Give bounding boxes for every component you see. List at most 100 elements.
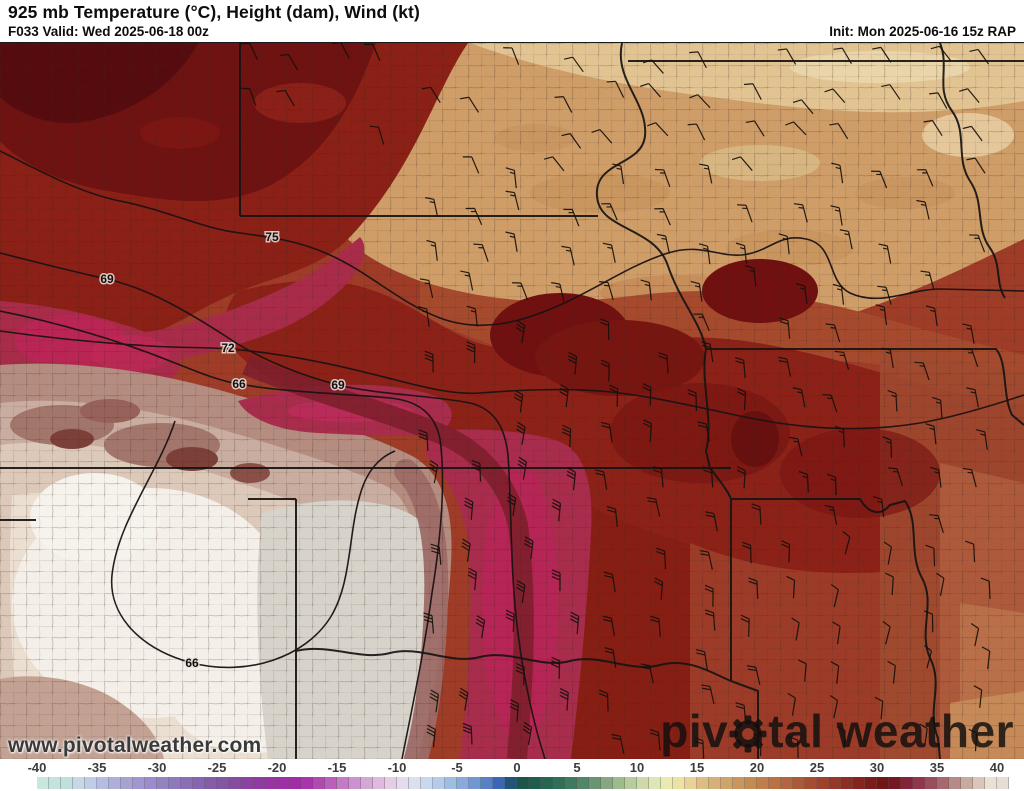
wind-barb bbox=[464, 497, 474, 520]
wind-barb bbox=[654, 208, 671, 226]
colorbar-cell bbox=[805, 777, 817, 789]
wind-barb bbox=[792, 99, 814, 115]
wind-barb bbox=[656, 233, 670, 254]
wind-barb bbox=[640, 279, 652, 301]
colorbar-cell bbox=[541, 777, 553, 789]
contour-label: 66 bbox=[185, 656, 199, 670]
wind-barb bbox=[825, 323, 841, 343]
wind-barb bbox=[603, 571, 616, 593]
wind-barb bbox=[924, 645, 933, 669]
colorbar-cell bbox=[625, 777, 637, 789]
valid-time-label: F033 Valid: Wed 2025-06-18 00z bbox=[8, 24, 209, 39]
wind-barb bbox=[827, 473, 837, 496]
wind-barb bbox=[690, 280, 703, 302]
colorbar-cell bbox=[481, 777, 493, 789]
colorbar-cell bbox=[913, 777, 925, 789]
wind-barb bbox=[461, 538, 471, 562]
colorbar-tick-label: 0 bbox=[513, 760, 521, 775]
wind-barb bbox=[735, 242, 748, 264]
wind-barb bbox=[788, 436, 803, 457]
colorbar-cell bbox=[337, 777, 349, 789]
wind-barb bbox=[822, 393, 838, 413]
colorbar-tick-label: 15 bbox=[689, 760, 705, 775]
colorbar-cell bbox=[925, 777, 937, 789]
colorbar-cell bbox=[241, 777, 253, 789]
contour-label: 69 bbox=[100, 272, 114, 286]
wind-barb bbox=[240, 43, 258, 60]
colorbar-cell bbox=[565, 777, 577, 789]
colorbar-tick-label: -30 bbox=[147, 760, 167, 775]
wind-barb bbox=[824, 88, 846, 104]
colorbar-cell bbox=[661, 777, 673, 789]
height-contours-layer bbox=[0, 150, 1024, 759]
wind-barb bbox=[882, 436, 893, 458]
colorbar-tick-label: 30 bbox=[869, 760, 885, 775]
wind-barb bbox=[962, 125, 983, 142]
wind-barb bbox=[834, 425, 845, 448]
wind-barb bbox=[829, 694, 839, 719]
wind-barb bbox=[740, 614, 750, 637]
wind-barb bbox=[559, 384, 569, 408]
colorbar-cell bbox=[73, 777, 85, 789]
wind-barb bbox=[417, 306, 430, 327]
wind-barb bbox=[887, 660, 896, 684]
colorbar-cell bbox=[517, 777, 529, 789]
wind-barb bbox=[930, 466, 942, 488]
colorbar-cell bbox=[97, 777, 109, 789]
wind-barb bbox=[466, 305, 478, 327]
wind-barb bbox=[737, 387, 747, 411]
wind-barb bbox=[600, 318, 610, 341]
wind-barb bbox=[883, 541, 892, 565]
wind-barb bbox=[981, 646, 991, 670]
wind-barb bbox=[916, 169, 934, 187]
colorbar-cell bbox=[985, 777, 997, 789]
wind-barb bbox=[702, 466, 714, 488]
wind-barb bbox=[503, 47, 520, 65]
wind-barb bbox=[832, 283, 845, 305]
wind-barb bbox=[798, 470, 809, 493]
wind-barb bbox=[561, 424, 572, 448]
wind-barb bbox=[929, 514, 944, 533]
wind-barb bbox=[551, 282, 565, 302]
colorbar-tick-label: -5 bbox=[451, 760, 463, 775]
wind-barb bbox=[649, 729, 661, 751]
wind-barb bbox=[515, 662, 525, 686]
colorbar-cell bbox=[385, 777, 397, 789]
wind-barb bbox=[737, 204, 753, 223]
wind-barb bbox=[612, 163, 625, 184]
wind-barb bbox=[797, 659, 807, 682]
colorbar-cell bbox=[793, 777, 805, 789]
wind-barb bbox=[563, 56, 584, 73]
wind-barb bbox=[517, 456, 528, 480]
wind-barb bbox=[793, 203, 808, 223]
contour-labels-layer: 75 69 72 66 69 66 bbox=[99, 229, 347, 672]
wind-barb bbox=[652, 466, 664, 488]
wind-barb bbox=[693, 313, 710, 331]
wind-barb bbox=[701, 684, 715, 705]
wind-barb bbox=[929, 92, 948, 109]
wind-barb bbox=[505, 609, 515, 633]
wind-barb bbox=[791, 617, 800, 641]
wind-barb bbox=[731, 156, 753, 171]
wind-barb bbox=[563, 208, 580, 227]
colorbar-cell bbox=[445, 777, 457, 789]
wind-barb bbox=[787, 692, 796, 716]
colorbar-cell bbox=[301, 777, 313, 789]
wind-barb bbox=[473, 243, 489, 262]
colorbar-cell bbox=[181, 777, 193, 789]
wind-barb bbox=[830, 205, 843, 226]
colorbar-cell bbox=[973, 777, 985, 789]
colorbar-cell bbox=[865, 777, 877, 789]
wind-barb bbox=[878, 243, 892, 264]
map-title: 925 mb Temperature (°C), Height (dam), W… bbox=[8, 2, 420, 22]
colorbar-cell bbox=[193, 777, 205, 789]
colorbar-tick-label: 10 bbox=[629, 760, 645, 775]
wind-barb bbox=[471, 459, 482, 482]
wind-barb bbox=[734, 356, 746, 379]
colorbar-tick-label: 5 bbox=[573, 760, 581, 775]
wind-barb bbox=[925, 544, 936, 567]
wind-barb bbox=[976, 429, 988, 450]
colorbar-tick-labels: -40 -35 -30 -25 -20 -15 -10 -5 0 5 10 15 20 25 30 35 40 bbox=[0, 760, 1024, 775]
wind-barb bbox=[694, 737, 705, 759]
wind-barb bbox=[609, 384, 619, 407]
